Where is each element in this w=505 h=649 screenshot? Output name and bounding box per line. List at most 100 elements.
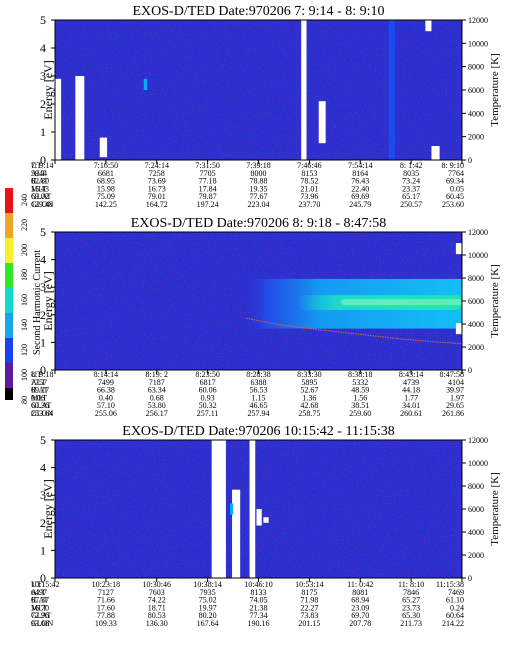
data-gap (455, 323, 462, 335)
energy-tick-label: 5 (40, 433, 46, 447)
table-cell: 68.95 (97, 177, 115, 186)
table-cell: 60.06 (199, 386, 217, 395)
colorbar-tick-label: 80 (20, 396, 29, 404)
data-gap (232, 489, 241, 578)
colorbar-seg (5, 188, 13, 213)
table-row-label: GLAT (31, 401, 52, 410)
table-row-label: ILAT (31, 177, 48, 186)
table-cell: 257.94 (248, 409, 270, 418)
table-cell: 211.73 (400, 619, 422, 628)
energy-tick-label: 1 (40, 125, 46, 139)
table-cell: 74.22 (148, 596, 166, 605)
table-cell: 60.64 (446, 611, 464, 620)
table-cell: 19.97 (199, 603, 217, 612)
table-cell: 74.05 (250, 596, 268, 605)
table-row-label: MLT (31, 393, 47, 402)
table-cell: 7757 (31, 378, 47, 387)
colorbar-tick-label: 140 (20, 319, 29, 331)
table-cell: 78.88 (250, 177, 268, 186)
table-cell: 71.98 (300, 596, 318, 605)
table-cell: 73.69 (148, 177, 166, 186)
table-cell: 69.70 (351, 611, 369, 620)
table-cell: 7127 (98, 588, 114, 597)
table-cell: 7935 (200, 588, 216, 597)
energy-tick-label: 3 (40, 69, 46, 83)
colorbar-seg (5, 388, 13, 400)
table-cell: 6817 (200, 378, 216, 387)
energy-tick-label: 0 (40, 363, 46, 377)
table-cell: 80.20 (199, 611, 217, 620)
table-cell: 77.88 (97, 611, 115, 620)
table-cell: 260.61 (400, 409, 422, 418)
table-cell: 78.52 (300, 177, 318, 186)
colorbar-seg (5, 313, 13, 338)
table-cell: 69.02 (31, 192, 49, 201)
energy-tick-label: 4 (40, 253, 46, 267)
colorbar-seg (5, 363, 13, 388)
data-gap (249, 440, 256, 578)
table-cell: 256.17 (146, 409, 168, 418)
energy-axis-label: Energy [eV] (41, 271, 55, 330)
data-gap (425, 20, 432, 32)
temperature-tick-label: 4000 (468, 528, 484, 537)
table-cell: 76.43 (351, 177, 369, 186)
table-cell: 52.67 (300, 386, 318, 395)
colorbar-label: Second Harmonic Current (32, 250, 43, 355)
temperature-tick-label: 2000 (468, 551, 484, 560)
table-cell: 7499 (98, 378, 114, 387)
table-cell: 7187 (149, 378, 165, 387)
temperature-tick-label: 0 (468, 156, 472, 165)
table-cell: 245.79 (349, 200, 371, 209)
energy-tick-label: 1 (40, 543, 46, 557)
table-cell: 56.53 (250, 386, 268, 395)
energy-tick-label: 2 (40, 97, 46, 111)
temperature-trace (246, 317, 463, 345)
table-cell: 11: 8:10 (398, 580, 424, 589)
data-gap (455, 243, 462, 255)
table-cell: 93.08 (31, 619, 49, 628)
table-cell: 22.27 (300, 603, 318, 612)
temperature-axis-label: Temperature [K] (489, 472, 501, 545)
colorbar-tick-label: 200 (20, 244, 29, 256)
table-cell: 68.94 (351, 596, 369, 605)
colorbar-tick-label: 100 (20, 369, 29, 381)
table-row-label: MLT (31, 603, 47, 612)
table-cell: 7705 (200, 169, 216, 178)
table-row-label: GLAT (31, 611, 52, 620)
colorbar-seg (5, 338, 13, 363)
table-cell: 23.73 (402, 603, 420, 612)
table-cell: 6388 (251, 378, 267, 387)
temperature-tick-label: 4000 (468, 320, 484, 329)
table-cell: 7:24:14 (145, 161, 169, 170)
table-cell: 255.06 (95, 409, 117, 418)
colorbar-tick-label: 240 (20, 194, 29, 206)
colorbar-tick-label: 160 (20, 294, 29, 306)
energy-tick-label: 0 (40, 571, 46, 585)
table-row-label: ALT (31, 378, 46, 387)
temperature-tick-label: 10000 (468, 459, 488, 468)
table-cell: 8:47:58 (440, 370, 464, 379)
table-cell: 0.05 (450, 184, 464, 193)
table-cell: 77.34 (250, 611, 268, 620)
table-cell: 39.97 (446, 386, 464, 395)
table-cell: 214.22 (442, 619, 464, 628)
table-cell: 75.09 (97, 192, 115, 201)
table-cell: 53.80 (148, 401, 166, 410)
table-cell: 61.10 (446, 596, 464, 605)
table-cell: 257.11 (197, 409, 219, 418)
temperature-tick-label: 8000 (468, 63, 484, 72)
table-cell: 15.98 (97, 184, 115, 193)
table-row-label: MLT (31, 184, 47, 193)
table-cell: 5332 (352, 378, 368, 387)
temperature-axis-label: Temperature [K] (489, 264, 501, 337)
table-cell: 0.93 (201, 393, 215, 402)
temperature-tick-label: 6000 (468, 505, 484, 514)
table-cell: 71.66 (97, 596, 115, 605)
table-cell: 77.67 (250, 192, 268, 201)
table-cell: 201.15 (298, 619, 320, 628)
table-cell: 253.64 (31, 409, 53, 418)
temperature-tick-label: 0 (468, 574, 472, 583)
table-cell: 65.27 (402, 596, 420, 605)
table-cell: 19.35 (250, 184, 268, 193)
temperature-tick-label: 8000 (468, 274, 484, 283)
